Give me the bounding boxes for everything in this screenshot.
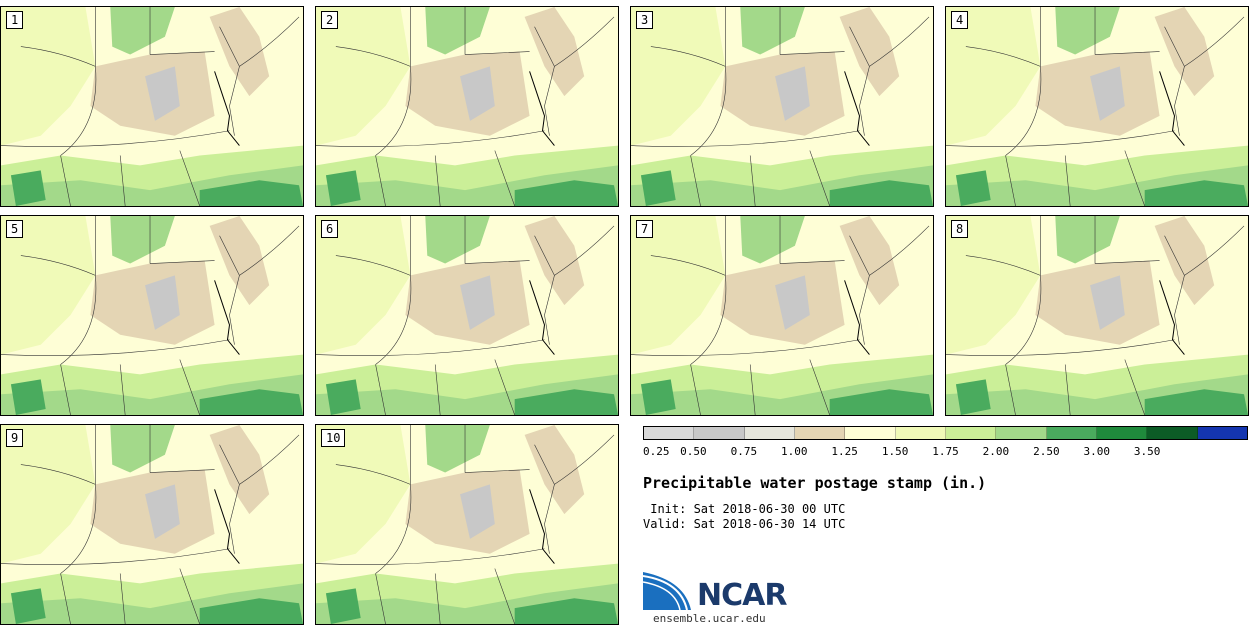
init-time: Init: Sat 2018-06-30 00 UTC (643, 502, 846, 516)
colorbar-tick-label: 1.25 (831, 445, 858, 458)
panel-number: 1 (6, 11, 24, 29)
figure-title: Precipitable water postage stamp (in.) (643, 474, 987, 492)
colorbar-tick-label: 0.50 (680, 445, 707, 458)
colorbar-segment (1046, 427, 1097, 439)
ncar-logo-icon (643, 572, 691, 611)
panel-number: 9 (6, 429, 24, 447)
colorbar-tick-label: 3.50 (1133, 445, 1161, 458)
colorbar-segment (1197, 427, 1247, 439)
colorbar-segment (945, 427, 997, 439)
colorbar-segment (744, 427, 795, 439)
colorbar-segment (794, 427, 846, 439)
colorbar-segment (845, 427, 896, 439)
member-panel: 3 (630, 6, 934, 207)
panel-number: 7 (636, 220, 654, 238)
colorbar-tick-label: 2.50 (1033, 445, 1060, 458)
panel-number: 4 (951, 11, 969, 29)
colorbar-tick-label: 1.75 (932, 445, 959, 458)
valid-time: Valid: Sat 2018-06-30 14 UTC (643, 517, 846, 531)
member-panel: 2 (315, 6, 619, 207)
source-url: ensemble.ucar.edu (653, 612, 766, 625)
panel-number: 2 (321, 11, 339, 29)
member-panel: 7 (630, 215, 934, 416)
member-panel: 1 (0, 6, 304, 207)
member-panel: 4 (945, 6, 1249, 207)
colorbar-tick-label: 1.50 (881, 445, 909, 458)
colorbar-tick-label: 3.00 (1083, 445, 1111, 458)
colorbar-tick-label: 2.00 (982, 445, 1010, 458)
colorbar-segment (694, 427, 745, 439)
colorbar-tick-label: 0.25 (643, 445, 670, 458)
colorbar-segment (996, 427, 1047, 439)
colorbar-segment (644, 427, 695, 439)
panel-number: 10 (321, 429, 346, 447)
member-panel: 9 (0, 424, 304, 625)
member-panel: 8 (945, 215, 1249, 416)
logo-text: NCAR (697, 578, 787, 613)
colorbar (643, 426, 1248, 440)
panel-number: 3 (636, 11, 654, 29)
member-panel: 10 (315, 424, 619, 625)
colorbar-segment (895, 427, 946, 439)
colorbar-tick-label: 0.75 (730, 445, 758, 458)
member-panel: 6 (315, 215, 619, 416)
colorbar-segment (1096, 427, 1148, 439)
colorbar-tick-label: 1.00 (781, 445, 808, 458)
panel-number: 8 (951, 220, 969, 238)
colorbar-segment (1147, 427, 1198, 439)
panel-number: 6 (321, 220, 339, 238)
member-panel: 5 (0, 215, 304, 416)
panel-number: 5 (6, 220, 24, 238)
